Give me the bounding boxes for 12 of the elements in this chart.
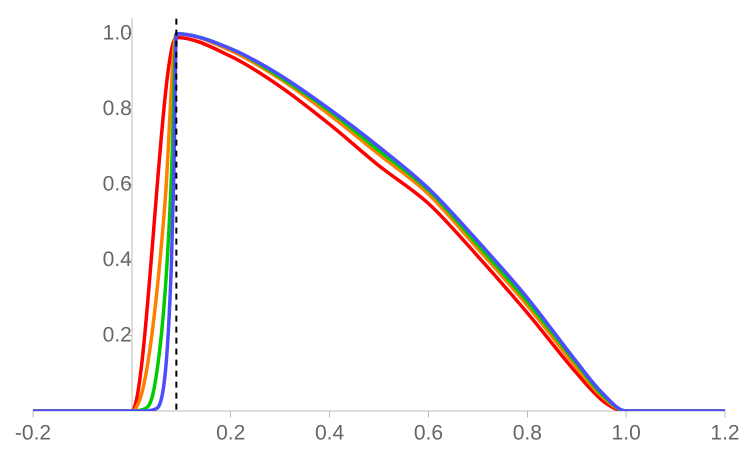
x-tick-label: 1.2: [710, 421, 740, 444]
x-tick-label: 0.4: [314, 421, 344, 444]
y-tick-label: 0.8: [102, 96, 132, 120]
y-tick-label: 0.4: [102, 248, 132, 271]
y-tick-label: 0.2: [102, 323, 132, 346]
y-tick-label: 0.6: [102, 172, 132, 196]
x-tick-label: -0.2: [14, 421, 52, 444]
y-tick-label: 1.0: [102, 21, 132, 44]
x-tick-label: 0.8: [512, 421, 542, 444]
x-tick-label: 1.0: [612, 421, 641, 444]
x-tick-label: 0.2: [216, 421, 246, 444]
x-tick-label: 0.6: [414, 421, 444, 444]
